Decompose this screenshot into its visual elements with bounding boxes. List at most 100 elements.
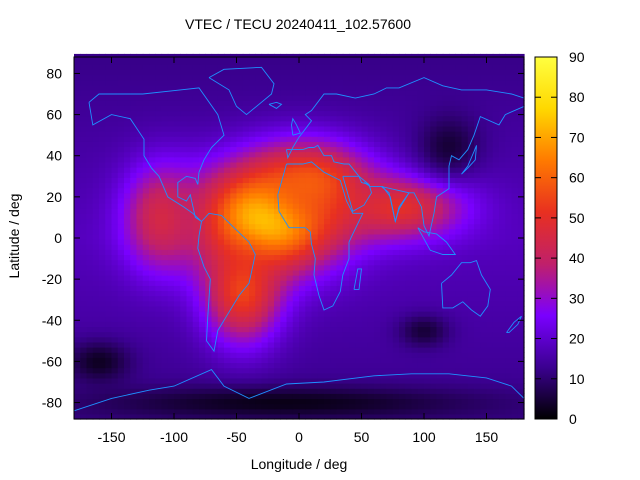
heatmap-cell	[336, 115, 344, 122]
heatmap-cell	[274, 305, 281, 312]
heatmap-cell	[311, 167, 319, 173]
heatmap-cell	[292, 300, 300, 307]
heatmap-cell	[174, 203, 181, 209]
heatmap-cell	[442, 398, 450, 405]
heatmap-cell	[117, 295, 125, 302]
heatmap-cell	[217, 146, 225, 153]
heatmap-cell	[230, 110, 238, 117]
heatmap-cell	[149, 131, 156, 137]
heatmap-cell	[74, 372, 81, 379]
heatmap-cell	[349, 269, 356, 276]
heatmap-cell	[111, 187, 119, 194]
heatmap-cell	[511, 187, 519, 194]
heatmap-cell	[161, 125, 169, 132]
heatmap-layer	[74, 53, 525, 420]
heatmap-cell	[161, 120, 169, 127]
heatmap-cell	[299, 372, 306, 379]
heatmap-cell	[267, 197, 275, 204]
heatmap-cell	[280, 239, 288, 245]
heatmap-cell	[124, 259, 131, 266]
heatmap-cell	[124, 146, 131, 153]
heatmap-cell	[161, 89, 169, 96]
heatmap-cell	[330, 203, 338, 209]
heatmap-cell	[461, 269, 469, 276]
heatmap-cell	[80, 197, 88, 204]
heatmap-cell	[355, 341, 363, 348]
heatmap-cell	[467, 331, 475, 338]
heatmap-cell	[380, 413, 388, 420]
heatmap-cell	[349, 341, 356, 348]
heatmap-cell	[174, 316, 181, 322]
heatmap-cell	[249, 233, 256, 240]
heatmap-cell	[299, 136, 306, 142]
heatmap-cell	[424, 254, 431, 261]
heatmap-cell	[105, 377, 113, 384]
heatmap-cell	[342, 125, 350, 132]
heatmap-cell	[305, 156, 313, 163]
heatmap-cell	[186, 275, 194, 281]
heatmap-cell	[430, 269, 438, 276]
heatmap-cell	[449, 362, 456, 369]
heatmap-cell	[80, 120, 88, 127]
heatmap-cell	[155, 305, 163, 312]
heatmap-cell	[192, 239, 200, 245]
heatmap-cell	[111, 280, 119, 286]
heatmap-cell	[386, 408, 394, 415]
heatmap-cell	[442, 413, 450, 420]
heatmap-cell	[324, 336, 331, 343]
heatmap-cell	[305, 131, 313, 137]
heatmap-cell	[505, 372, 513, 379]
heatmap-cell	[192, 208, 200, 214]
heatmap-cell	[180, 336, 188, 343]
heatmap-cell	[236, 105, 244, 112]
heatmap-cell	[111, 120, 119, 127]
heatmap-cell	[449, 218, 456, 225]
heatmap-cell	[455, 290, 463, 297]
heatmap-cell	[249, 285, 256, 292]
heatmap-cell	[330, 218, 338, 225]
heatmap-cell	[392, 213, 400, 220]
heatmap-cell	[411, 218, 419, 225]
heatmap-cell	[130, 408, 138, 415]
heatmap-cell	[186, 383, 194, 389]
heatmap-cell	[186, 269, 194, 276]
heatmap-cell	[236, 100, 244, 106]
heatmap-cell	[149, 367, 156, 374]
heatmap-cell	[74, 172, 81, 178]
heatmap-cell	[149, 290, 156, 297]
heatmap-cell	[436, 120, 444, 127]
heatmap-cell	[324, 105, 331, 112]
heatmap-cell	[255, 413, 263, 420]
heatmap-cell	[342, 408, 350, 415]
heatmap-cell	[255, 326, 263, 333]
heatmap-cell	[80, 362, 88, 369]
heatmap-cell	[442, 357, 450, 364]
heatmap-cell	[517, 367, 525, 374]
heatmap-cell	[430, 197, 438, 204]
heatmap-cell	[105, 254, 113, 261]
heatmap-cell	[230, 64, 238, 70]
heatmap-cell	[361, 151, 369, 158]
heatmap-cell	[124, 311, 131, 317]
heatmap-cell	[330, 341, 338, 348]
heatmap-cell	[405, 120, 413, 127]
heatmap-cell	[417, 285, 425, 292]
heatmap-cell	[230, 331, 238, 338]
heatmap-cell	[174, 254, 181, 261]
heatmap-cell	[386, 172, 394, 178]
heatmap-cell	[311, 187, 319, 194]
heatmap-cell	[242, 233, 250, 240]
heatmap-cell	[174, 161, 181, 168]
heatmap-cell	[367, 172, 375, 178]
heatmap-cell	[205, 331, 213, 338]
heatmap-cell	[105, 352, 113, 358]
heatmap-cell	[486, 110, 494, 117]
heatmap-cell	[392, 95, 400, 101]
heatmap-cell	[505, 228, 513, 235]
heatmap-cell	[117, 341, 125, 348]
heatmap-cell	[174, 100, 181, 106]
heatmap-cell	[111, 125, 119, 132]
heatmap-cell	[380, 131, 388, 137]
heatmap-cell	[455, 264, 463, 271]
heatmap-cell	[311, 316, 319, 322]
